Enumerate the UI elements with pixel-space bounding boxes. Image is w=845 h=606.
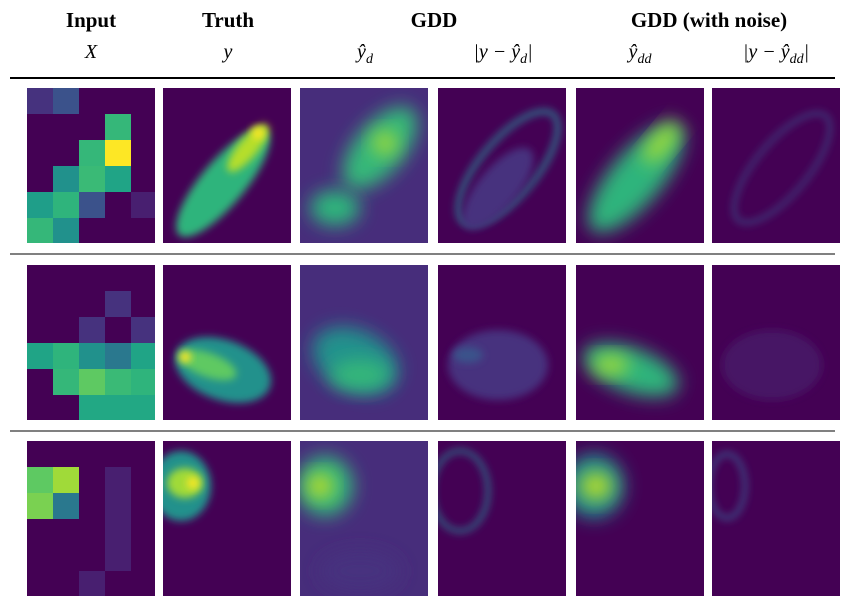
- symbol-base: X: [84, 41, 98, 63]
- symbol-base: ŷ: [627, 41, 638, 63]
- symbol-base: |y − ŷ: [473, 41, 520, 63]
- error-panel: [432, 441, 566, 596]
- error-panel: [438, 265, 566, 420]
- group-title: GDD (with noise): [631, 8, 787, 32]
- gdd-noise-panel: [564, 441, 704, 596]
- symbol-sub: d: [366, 52, 374, 67]
- column-symbol: y: [222, 41, 233, 63]
- error-panel: [438, 88, 574, 243]
- gdd-panel: [297, 441, 428, 596]
- column-symbol: ŷdd: [627, 41, 653, 67]
- error-noise-panel: [712, 265, 840, 420]
- group-title: Input: [66, 8, 116, 32]
- error-noise-panel: [709, 441, 840, 596]
- column-symbol: |y − ŷdd|: [743, 41, 809, 67]
- symbol-end: |: [527, 41, 533, 63]
- truth-panel: [162, 88, 291, 249]
- figure: Input Truth GDD GDD (with noise) X y ŷd …: [0, 0, 845, 606]
- symbol-base: y: [222, 41, 233, 63]
- truth-panel: [163, 265, 291, 420]
- group-title: Truth: [202, 8, 254, 32]
- symbol-sub: dd: [637, 52, 652, 67]
- input-panel: [27, 265, 155, 421]
- column-symbol: |y − ŷd|: [473, 41, 532, 67]
- column-symbol: X: [84, 41, 98, 63]
- symbol-end: |: [804, 41, 810, 63]
- gdd-panel: [300, 88, 431, 243]
- input-panel: [27, 88, 155, 244]
- input-panel: [27, 441, 155, 597]
- gdd-noise-panel: [572, 88, 704, 247]
- truth-panel: [151, 441, 291, 596]
- column-symbol: ŷd: [355, 41, 374, 67]
- group-title: GDD: [411, 8, 458, 32]
- symbol-sub: dd: [790, 52, 805, 67]
- symbol-base: |y − ŷ: [743, 41, 790, 63]
- gdd-noise-panel: [576, 265, 704, 420]
- symbol-base: ŷ: [355, 41, 366, 63]
- gdd-panel: [300, 265, 428, 420]
- error-noise-panel: [712, 88, 845, 243]
